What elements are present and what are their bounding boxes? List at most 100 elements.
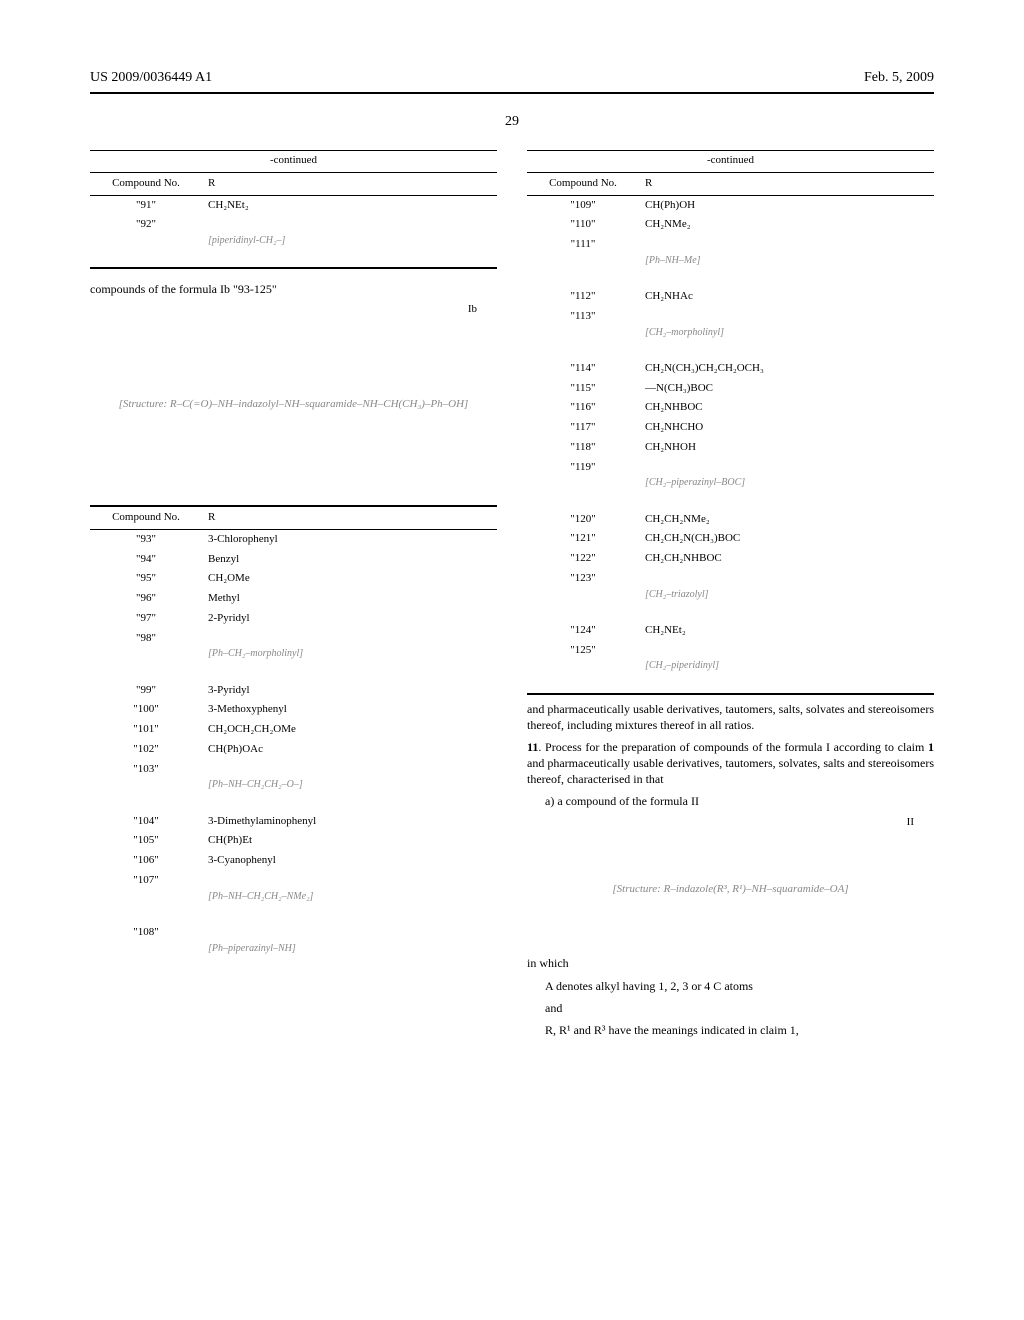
compound-no: "111" <box>527 235 639 287</box>
content-columns: -continued Compound No. R "91"CH₂NEt₂"92… <box>90 150 934 1044</box>
compound-no: "93" <box>90 530 202 550</box>
r-group: [CH₂–piperidinyl] <box>639 641 934 694</box>
claim-11-number: 11 <box>527 740 538 754</box>
structure-placeholder: [CH₂–piperidinyl] <box>645 644 928 690</box>
and: and <box>545 1000 934 1016</box>
compound-no: "113" <box>527 307 639 359</box>
claim-11-body: . Process for the preparation of compoun… <box>538 740 928 754</box>
structure-placeholder: [Ph–NH–CH₂CH₂–NMe₂] <box>208 874 491 920</box>
para-derivatives: and pharmaceutically usable derivatives,… <box>527 701 934 733</box>
structure-placeholder: [piperidinyl-CH₂–] <box>208 218 491 264</box>
header-rule <box>90 92 934 94</box>
compound-no: "99" <box>90 681 202 701</box>
table-row: "125"[CH₂–piperidinyl] <box>527 641 934 694</box>
r-group: —N(CH₃)BOC <box>639 379 934 399</box>
table-row: "106"3-Cyanophenyl <box>90 851 497 871</box>
compound-no: "101" <box>90 720 202 740</box>
r-group: [piperidinyl-CH₂–] <box>202 215 497 268</box>
table-row: "113"[CH₂–morpholinyl] <box>527 307 934 359</box>
r-group: CH₂NEt₂ <box>639 621 934 641</box>
formula-II-placeholder: [Structure: R–indazole(R³, R¹)–NH–squara… <box>527 829 934 949</box>
compound-no: "109" <box>527 196 639 216</box>
r-group: [Ph–NH–CH₂CH₂–NMe₂] <box>202 871 497 923</box>
compound-no: "123" <box>527 569 639 621</box>
table-row: "93"3-Chlorophenyl <box>90 530 497 550</box>
r-group: [CH₂–triazolyl] <box>639 569 934 621</box>
r-group: CH₂NHOH <box>639 438 934 458</box>
col-r: R <box>202 173 497 195</box>
continued-label: -continued <box>527 151 934 172</box>
compound-no: "125" <box>527 641 639 694</box>
continued-label: -continued <box>90 151 497 172</box>
structure-placeholder: [Ph–NH–CH₂CH₂–O–] <box>208 763 491 809</box>
caption-93-125: compounds of the formula Ib "93-125" <box>90 281 497 297</box>
claim-11-ref: 1 <box>928 740 934 754</box>
r-group: CH₂NMe₂ <box>639 215 934 235</box>
table-row: "116"CH₂NHBOC <box>527 398 934 418</box>
table-109-125: -continued Compound No. R "109"CH(Ph)OH"… <box>527 150 934 695</box>
table-row: "91"CH₂NEt₂ <box>90 196 497 216</box>
table-row: "108"[Ph–piperazinyl–NH] <box>90 923 497 975</box>
r-group: CH₂CH₂NMe₂ <box>639 510 934 530</box>
col-r: R <box>639 173 934 195</box>
r-group: CH₂NEt₂ <box>202 196 497 216</box>
compound-no: "105" <box>90 831 202 851</box>
r-group: CH₂CH₂N(CH₃)BOC <box>639 529 934 549</box>
r-group: 2-Pyridyl <box>202 609 497 629</box>
claim-11-a: a) a compound of the formula II <box>545 793 934 809</box>
table-row: "99"3-Pyridyl <box>90 681 497 701</box>
structure-placeholder: [Ph–NH–Me] <box>645 238 928 284</box>
compound-no: "115" <box>527 379 639 399</box>
table-row: "98"[Ph–CH₂–morpholinyl] <box>90 629 497 681</box>
compound-no: "106" <box>90 851 202 871</box>
compound-no: "92" <box>90 215 202 268</box>
table-93-108: Compound No. R "93"3-Chlorophenyl"94"Ben… <box>90 505 497 975</box>
compound-no: "110" <box>527 215 639 235</box>
table-row: "121"CH₂CH₂N(CH₃)BOC <box>527 529 934 549</box>
compound-no: "107" <box>90 871 202 923</box>
table-row: "103"[Ph–NH–CH₂CH₂–O–] <box>90 760 497 812</box>
r-group: [Ph–piperazinyl–NH] <box>202 923 497 975</box>
right-column: -continued Compound No. R "109"CH(Ph)OH"… <box>527 150 934 1044</box>
r-group: 3-Dimethylaminophenyl <box>202 812 497 832</box>
table-row: "119"[CH₂–piperazinyl–BOC] <box>527 458 934 510</box>
table-row: "111"[Ph–NH–Me] <box>527 235 934 287</box>
r-group: CH₂NHCHO <box>639 418 934 438</box>
def-R-R1-R3: R, R¹ and R³ have the meanings indicated… <box>545 1022 934 1038</box>
r-group: CH₂N(CH₃)CH₂CH₂OCH₃ <box>639 359 934 379</box>
left-column: -continued Compound No. R "91"CH₂NEt₂"92… <box>90 150 497 1044</box>
r-group: 3-Methoxyphenyl <box>202 700 497 720</box>
col-compound-no: Compound No. <box>527 173 639 195</box>
page: US 2009/0036449 A1 Feb. 5, 2009 29 -cont… <box>0 0 1024 1084</box>
compound-no: "95" <box>90 569 202 589</box>
compound-no: "94" <box>90 550 202 570</box>
page-number: 29 <box>90 114 934 130</box>
compound-no: "104" <box>90 812 202 832</box>
col-r: R <box>202 507 497 529</box>
table-row: "124"CH₂NEt₂ <box>527 621 934 641</box>
formula-Ib-label: Ib <box>90 303 497 317</box>
formula-Ib: [Structure: R–C(=O)–NH–indazolyl–NH–squa… <box>90 325 497 485</box>
table-row: "112"CH₂NHAc <box>527 287 934 307</box>
r-group: [Ph–NH–CH₂CH₂–O–] <box>202 760 497 812</box>
table-row: "123"[CH₂–triazolyl] <box>527 569 934 621</box>
compound-no: "118" <box>527 438 639 458</box>
table-row: "96"Methyl <box>90 589 497 609</box>
table-row: "110"CH₂NMe₂ <box>527 215 934 235</box>
table-91-92: -continued Compound No. R "91"CH₂NEt₂"92… <box>90 150 497 269</box>
compound-no: "121" <box>527 529 639 549</box>
structure-placeholder: [Ph–CH₂–morpholinyl] <box>208 632 491 678</box>
compound-no: "103" <box>90 760 202 812</box>
compound-no: "100" <box>90 700 202 720</box>
table-row: "118"CH₂NHOH <box>527 438 934 458</box>
compound-no: "96" <box>90 589 202 609</box>
col-compound-no: Compound No. <box>90 507 202 529</box>
col-compound-no: Compound No. <box>90 173 202 195</box>
compound-no: "98" <box>90 629 202 681</box>
r-group: CH(Ph)OH <box>639 196 934 216</box>
compound-no: "117" <box>527 418 639 438</box>
compound-no: "112" <box>527 287 639 307</box>
r-group: Benzyl <box>202 550 497 570</box>
compound-no: "114" <box>527 359 639 379</box>
table-row: "102"CH(Ph)OAc <box>90 740 497 760</box>
